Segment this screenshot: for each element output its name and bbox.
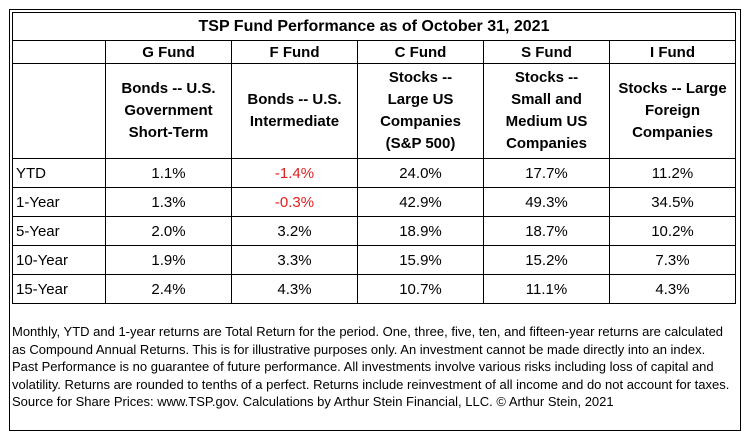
cell-i: 4.3% (609, 274, 736, 304)
fund-description-g: Bonds -- U.S. Government Short-Term (105, 63, 232, 159)
cell-s: 18.7% (483, 216, 610, 246)
cell-g: 2.0% (105, 216, 232, 246)
row-label: 1-Year (12, 187, 106, 217)
row-label: YTD (12, 158, 106, 188)
fund-description-s: Stocks -- Small and Medium US Companies (483, 63, 610, 159)
cell-g: 1.9% (105, 245, 232, 275)
cell-f: 3.2% (231, 216, 358, 246)
fund-name-f: F Fund (231, 40, 358, 64)
fund-description-c-text: Stocks -- Large US Companies (S&P 500) (380, 69, 461, 152)
cell-g: 1.3% (105, 187, 232, 217)
fund-name-s: S Fund (483, 40, 610, 64)
cell-f: 3.3% (231, 245, 358, 275)
fund-name-i: I Fund (609, 40, 736, 64)
cell-c: 10.7% (357, 274, 484, 304)
cell-c: 24.0% (357, 158, 484, 188)
page-frame (9, 9, 741, 431)
cell-s: 15.2% (483, 245, 610, 275)
row-label: 5-Year (12, 216, 106, 246)
corner-cell (12, 40, 106, 64)
fund-name-g: G Fund (105, 40, 232, 64)
fund-description-c: Stocks -- Large US Companies (S&P 500) (357, 63, 484, 159)
cell-c: 15.9% (357, 245, 484, 275)
fund-header-row: G Fund F Fund C Fund S Fund I Fund (12, 40, 736, 64)
cell-g: 2.4% (105, 274, 232, 304)
description-corner-cell (12, 63, 106, 159)
row-label: 15-Year (12, 274, 106, 304)
fund-description-f: Bonds -- U.S. Intermediate (231, 63, 358, 159)
cell-i: 7.3% (609, 245, 736, 275)
fund-description-f-text: Bonds -- U.S. Intermediate (247, 91, 342, 130)
fund-description-s-text: Stocks -- Small and Medium US Companies (505, 69, 588, 152)
cell-g: 1.1% (105, 158, 232, 188)
fund-description-row: Bonds -- U.S. Government Short-Term Bond… (12, 63, 736, 159)
cell-s: 17.7% (483, 158, 610, 188)
table-row: 10-Year 1.9% 3.3% 15.9% 15.2% 7.3% (12, 245, 736, 275)
cell-i: 34.5% (609, 187, 736, 217)
disclaimer-footnote: Monthly, YTD and 1-year returns are Tota… (12, 324, 730, 410)
cell-c: 18.9% (357, 216, 484, 246)
fund-description-i-text: Stocks -- Large Foreign Companies (618, 80, 727, 141)
cell-i: 10.2% (609, 216, 736, 246)
table-title: TSP Fund Performance as of October 31, 2… (12, 12, 736, 41)
cell-s: 49.3% (483, 187, 610, 217)
table-row: 5-Year 2.0% 3.2% 18.9% 18.7% 10.2% (12, 216, 736, 246)
row-label: 10-Year (12, 245, 106, 275)
cell-f: -0.3% (231, 187, 358, 217)
cell-f: -1.4% (231, 158, 358, 188)
cell-i: 11.2% (609, 158, 736, 188)
table-row: YTD 1.1% -1.4% 24.0% 17.7% 11.2% (12, 158, 736, 188)
cell-s: 11.1% (483, 274, 610, 304)
fund-name-c: C Fund (357, 40, 484, 64)
table-row: 1-Year 1.3% -0.3% 42.9% 49.3% 34.5% (12, 187, 736, 217)
fund-description-i: Stocks -- Large Foreign Companies (609, 63, 736, 159)
performance-table: TSP Fund Performance as of October 31, 2… (12, 12, 736, 304)
title-row: TSP Fund Performance as of October 31, 2… (12, 12, 736, 41)
fund-description-g-text: Bonds -- U.S. Government Short-Term (121, 80, 216, 141)
cell-f: 4.3% (231, 274, 358, 304)
cell-c: 42.9% (357, 187, 484, 217)
table-row: 15-Year 2.4% 4.3% 10.7% 11.1% 4.3% (12, 274, 736, 304)
